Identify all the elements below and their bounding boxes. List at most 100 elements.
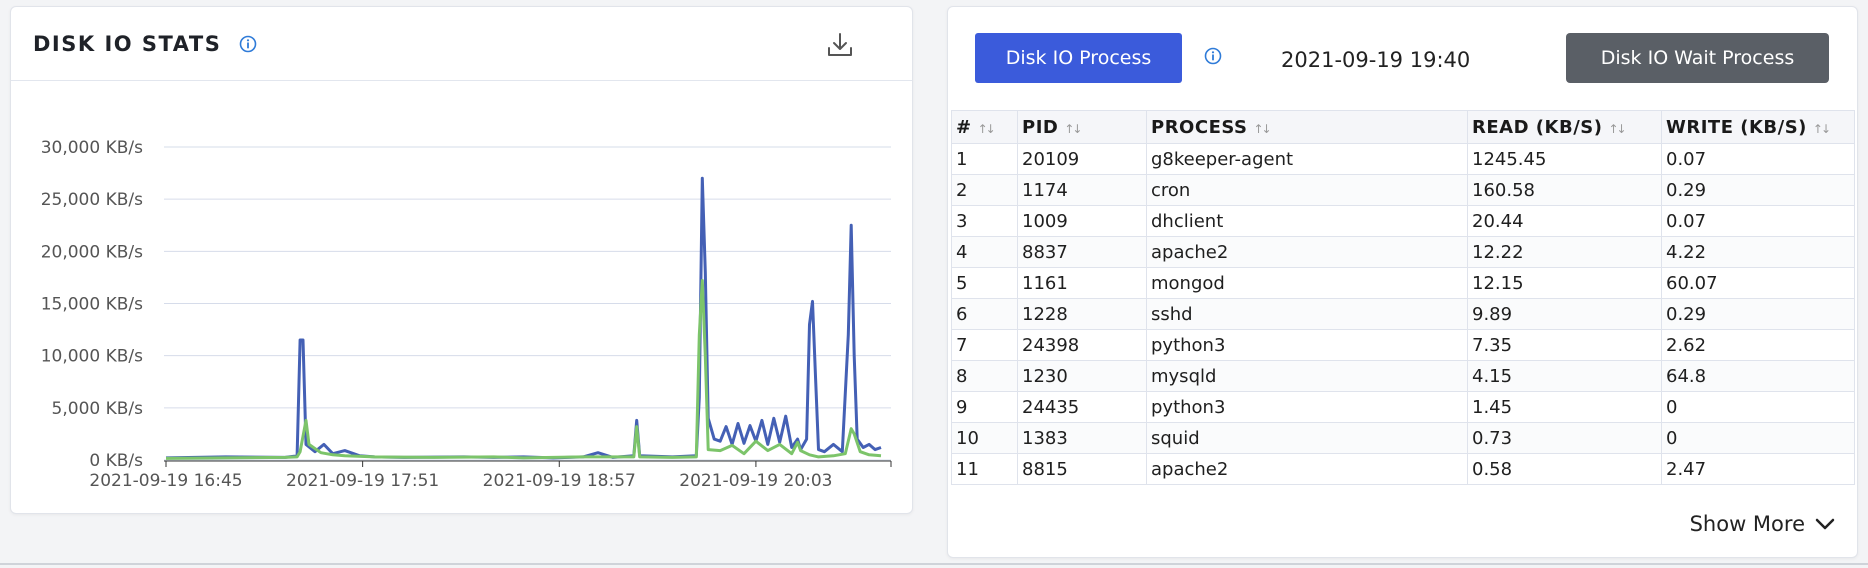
table-row: 6 1228 sshd 9.89 0.29 [951,298,1855,330]
y-tick-label: 0 KB/s [89,451,143,471]
read-rate-cell: 4.15 [1467,360,1662,392]
write-rate-cell: 0.29 [1661,174,1855,206]
chevron-down-icon [1815,518,1835,530]
pid-cell: 24435 [1017,391,1147,423]
process-name-cell: python3 [1146,329,1468,361]
sort-arrows-icon[interactable]: ↑↓ [977,121,996,136]
table-row: 9 24435 python3 1.45 0 [951,391,1855,423]
series-line-1 [165,176,882,460]
sort-arrows-icon[interactable]: ↑↓ [1608,121,1626,136]
row-index: 5 [951,267,1018,299]
write-rate-cell: 64.8 [1661,360,1855,392]
pid-cell: 24398 [1017,329,1147,361]
snapshot-timestamp: 2021-09-19 19:40 [1281,48,1471,72]
read-rate-cell: 9.89 [1467,298,1662,330]
read-rate-cell: 0.73 [1467,422,1662,454]
column-header-label: PID [1022,116,1059,138]
table-row: 5 1161 mongod 12.15 60.07 [951,267,1855,299]
row-index: 11 [951,453,1018,485]
pid-cell: 1161 [1017,267,1147,299]
sort-arrows-icon[interactable]: ↑↓ [1812,121,1831,136]
write-rate-cell: 0.07 [1661,205,1855,237]
pid-cell: 8815 [1017,453,1147,485]
x-tick-label: 2021-09-19 20:03 [679,471,832,491]
read-rate-cell: 7.35 [1467,329,1662,361]
process-name-cell: apache2 [1146,453,1468,485]
write-rate-cell: 60.07 [1661,267,1855,299]
column-header[interactable]: PROCESS ↑↓ [1146,110,1468,144]
process-name-cell: apache2 [1146,236,1468,268]
row-index: 8 [951,360,1018,392]
pid-cell: 1009 [1017,205,1147,237]
write-rate-cell: 2.62 [1661,329,1855,361]
row-index: 7 [951,329,1018,361]
read-rate-cell: 12.22 [1467,236,1662,268]
table-row: 1 20109 g8keeper-agent 1245.45 0.07 [951,143,1855,175]
table-row: 11 8815 apache2 0.58 2.47 [951,453,1855,485]
write-rate-cell: 0 [1661,422,1855,454]
row-index: 9 [951,391,1018,423]
process-name-cell: g8keeper-agent [1146,143,1468,175]
write-rate-cell: 0 [1661,391,1855,423]
column-header[interactable]: PID ↑↓ [1017,110,1147,144]
write-rate-cell: 0.07 [1661,143,1855,175]
column-header[interactable]: # ↑↓ [951,110,1018,144]
column-header[interactable]: READ (KB/S) ↑↓ [1467,110,1662,144]
show-more-button[interactable]: Show More [1690,512,1835,536]
sort-arrows-icon[interactable]: ↑↓ [1253,121,1271,136]
read-rate-cell: 1245.45 [1467,143,1662,175]
process-table: # ↑↓ PID ↑↓ PROCESS ↑↓ READ (KB/S) ↑↓ WRITE (KB/… [951,110,1855,485]
process-name-cell: cron [1146,174,1468,206]
process-name-cell: mysqld [1146,360,1468,392]
row-index: 10 [951,422,1018,454]
process-name-cell: python3 [1146,391,1468,423]
process-name-cell: dhclient [1146,205,1468,237]
disk-io-wait-process-button[interactable]: Disk IO Wait Process [1566,33,1829,83]
series-line-2 [165,279,882,460]
y-tick-label: 15,000 KB/s [41,295,143,315]
pid-cell: 1228 [1017,298,1147,330]
column-header-label: READ (KB/S) [1472,116,1603,138]
table-body: 1 20109 g8keeper-agent 1245.45 0.07 2 1174 cron… [951,143,1855,485]
read-rate-cell: 20.44 [1467,205,1662,237]
read-rate-cell: 0.58 [1467,453,1662,485]
process-name-cell: squid [1146,422,1468,454]
pid-cell: 1383 [1017,422,1147,454]
process-name-cell: mongod [1146,267,1468,299]
disk-io-stats-panel: DISK IO STATS 0 KB/s 5,000 KB/s 10,000 KB/… [10,6,913,514]
row-index: 4 [951,236,1018,268]
pid-cell: 20109 [1017,143,1147,175]
x-tick-label: 2021-09-19 17:51 [286,471,439,491]
read-rate-cell: 1.45 [1467,391,1662,423]
info-circle-icon[interactable] [1204,47,1222,65]
disk-io-process-button[interactable]: Disk IO Process [975,33,1182,83]
write-rate-cell: 4.22 [1661,236,1855,268]
pid-cell: 1174 [1017,174,1147,206]
sort-arrows-icon[interactable]: ↑↓ [1064,121,1082,136]
disk-io-line-chart: 0 KB/s 5,000 KB/s 10,000 KB/s 15,000 KB/s 20… [41,138,892,491]
column-header-label: PROCESS [1151,116,1248,138]
y-tick-label: 5,000 KB/s [52,399,144,419]
table-row: 8 1230 mysqld 4.15 64.8 [951,360,1855,392]
table-header-row: # ↑↓ PID ↑↓ PROCESS ↑↓ READ (KB/S) ↑↓ WRITE (KB/… [951,110,1855,144]
write-rate-cell: 2.47 [1661,453,1855,485]
column-header[interactable]: WRITE (KB/S) ↑↓ [1661,110,1855,144]
column-header-label: # [956,116,972,138]
process-name-cell: sshd [1146,298,1468,330]
page-bottom-border [0,563,1868,565]
table-row: 3 1009 dhclient 20.44 0.07 [951,205,1855,237]
info-circle-icon[interactable] [239,35,257,53]
pid-cell: 1230 [1017,360,1147,392]
panel-title: DISK IO STATS [33,31,222,56]
x-tick-label: 2021-09-19 18:57 [483,471,636,491]
y-tick-label: 20,000 KB/s [41,242,143,262]
write-rate-cell: 0.29 [1661,298,1855,330]
y-tick-label: 10,000 KB/s [41,347,143,367]
pid-cell: 8837 [1017,236,1147,268]
table-row: 4 8837 apache2 12.22 4.22 [951,236,1855,268]
download-icon[interactable] [826,31,854,59]
x-tick-label: 2021-09-19 16:45 [89,471,242,491]
process-toolbar: Disk IO Process 2021-09-19 19:40 Disk IO… [948,7,1857,107]
table-row: 7 24398 python3 7.35 2.62 [951,329,1855,361]
table-row: 10 1383 squid 0.73 0 [951,422,1855,454]
